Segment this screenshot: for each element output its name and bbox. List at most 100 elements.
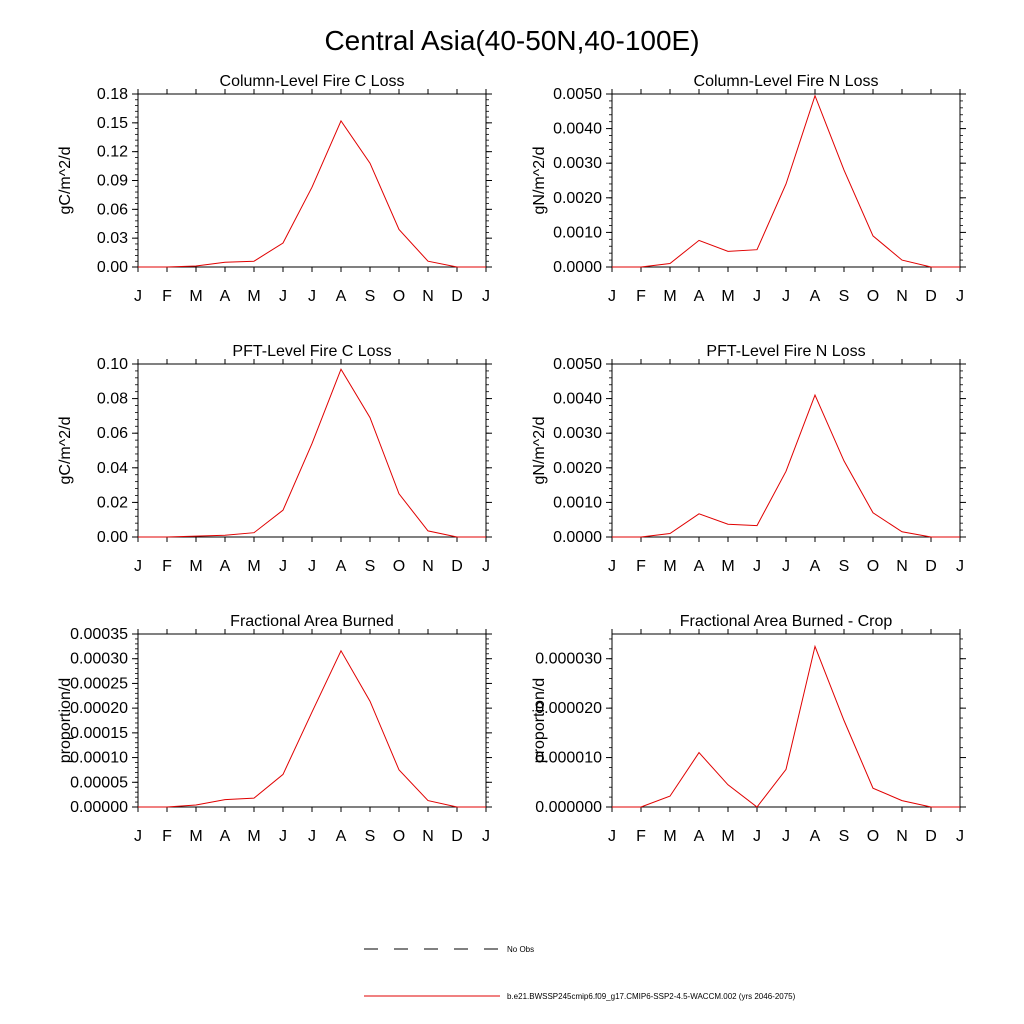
plot-frame xyxy=(611,633,961,808)
y-axis-label: gN/m^2/d xyxy=(531,417,548,485)
x-tick-label: J xyxy=(308,828,316,845)
x-tick-label: S xyxy=(365,558,376,575)
x-tick-label: A xyxy=(810,288,821,305)
figure-title: Central Asia(40-50N,40-100E) xyxy=(324,25,699,56)
x-tick-label: J xyxy=(134,558,142,575)
series-line xyxy=(612,644,960,808)
x-tick-label: O xyxy=(393,828,405,845)
x-tick-label: O xyxy=(867,828,879,845)
y-tick-label: 0.02 xyxy=(97,494,128,511)
x-tick-label: N xyxy=(422,828,434,845)
y-tick-label: 0.0000 xyxy=(553,529,602,546)
y-tick-label: 0.00 xyxy=(97,529,128,546)
x-tick-label: J xyxy=(753,828,761,845)
series-line xyxy=(138,119,486,268)
x-tick-label: A xyxy=(336,558,347,575)
x-tick-label: M xyxy=(247,558,260,575)
y-tick-label: 0.000010 xyxy=(535,750,602,767)
y-tick-label: 0.06 xyxy=(97,425,128,442)
x-tick-label: J xyxy=(753,288,761,305)
y-tick-label: 0.08 xyxy=(97,391,128,408)
y-tick-label: 0.00025 xyxy=(70,675,128,692)
x-tick-label: D xyxy=(925,288,937,305)
plot-frame xyxy=(137,363,487,538)
x-tick-label: J xyxy=(308,288,316,305)
x-tick-label: J xyxy=(956,288,964,305)
x-tick-label: M xyxy=(663,828,676,845)
x-tick-label: F xyxy=(636,828,646,845)
y-tick-label: 0.0030 xyxy=(553,425,602,442)
x-tick-label: J xyxy=(608,828,616,845)
y-axis-label: gC/m^2/d xyxy=(57,147,74,215)
x-tick-label: J xyxy=(782,558,790,575)
y-tick-label: 0.000000 xyxy=(535,799,602,816)
y-tick-label: 0.06 xyxy=(97,201,128,218)
plot-frame xyxy=(137,633,487,808)
chart-title: Fractional Area Burned xyxy=(230,613,394,630)
y-tick-label: 0.00015 xyxy=(70,725,128,742)
x-tick-label: S xyxy=(365,288,376,305)
legend-model-label: b.e21.BWSSP245cmip6.f09_g17.CMIP6-SSP2-4… xyxy=(507,992,796,1001)
x-tick-label: M xyxy=(189,288,202,305)
y-axis-label: proportion/d xyxy=(57,678,74,763)
x-tick-label: O xyxy=(393,288,405,305)
x-tick-label: M xyxy=(663,288,676,305)
x-tick-label: J xyxy=(279,288,287,305)
x-tick-label: J xyxy=(956,558,964,575)
chart-title: PFT-Level Fire C Loss xyxy=(232,343,391,360)
x-tick-label: D xyxy=(451,558,463,575)
x-tick-label: N xyxy=(896,288,908,305)
y-axis-label: gN/m^2/d xyxy=(531,147,548,215)
y-tick-label: 0.0040 xyxy=(553,121,602,138)
y-tick-label: 0.0030 xyxy=(553,155,602,172)
x-tick-label: F xyxy=(636,288,646,305)
x-tick-label: J xyxy=(308,558,316,575)
x-tick-label: J xyxy=(279,558,287,575)
series-line xyxy=(138,649,486,808)
x-tick-label: A xyxy=(336,288,347,305)
x-tick-label: J xyxy=(608,288,616,305)
y-tick-label: 0.00 xyxy=(97,259,128,276)
x-tick-label: J xyxy=(134,828,142,845)
x-tick-label: J xyxy=(782,828,790,845)
x-tick-label: M xyxy=(721,558,734,575)
x-tick-label: A xyxy=(694,288,705,305)
plot-frame xyxy=(137,93,487,268)
legend: No Obs b.e21.BWSSP245cmip6.f09_g17.CMIP6… xyxy=(364,945,796,1001)
y-tick-label: 0.00000 xyxy=(70,799,128,816)
x-tick-label: F xyxy=(636,558,646,575)
chart-title: Fractional Area Burned - Crop xyxy=(680,613,893,630)
series-line xyxy=(612,94,960,268)
y-tick-label: 0.00020 xyxy=(70,700,128,717)
x-tick-label: N xyxy=(422,288,434,305)
x-tick-label: A xyxy=(810,828,821,845)
y-tick-label: 0.10 xyxy=(97,356,128,373)
x-tick-label: J xyxy=(279,828,287,845)
x-tick-label: A xyxy=(220,558,231,575)
x-tick-label: O xyxy=(867,288,879,305)
x-tick-label: N xyxy=(896,828,908,845)
x-tick-label: D xyxy=(925,828,937,845)
x-tick-label: J xyxy=(134,288,142,305)
y-tick-label: 0.12 xyxy=(97,144,128,161)
y-tick-label: 0.0050 xyxy=(553,356,602,373)
x-tick-label: J xyxy=(753,558,761,575)
series-line xyxy=(138,368,486,538)
x-tick-label: A xyxy=(694,558,705,575)
chart-title: Column-Level Fire C Loss xyxy=(220,73,405,90)
x-tick-label: F xyxy=(162,288,172,305)
y-tick-label: 0.18 xyxy=(97,86,128,103)
x-tick-label: D xyxy=(451,828,463,845)
y-tick-label: 0.15 xyxy=(97,115,128,132)
plot-frame xyxy=(611,93,961,268)
y-tick-label: 0.09 xyxy=(97,173,128,190)
x-tick-label: M xyxy=(247,828,260,845)
x-tick-label: O xyxy=(393,558,405,575)
x-tick-label: S xyxy=(839,828,850,845)
x-tick-label: M xyxy=(663,558,676,575)
y-tick-label: 0.0020 xyxy=(553,460,602,477)
